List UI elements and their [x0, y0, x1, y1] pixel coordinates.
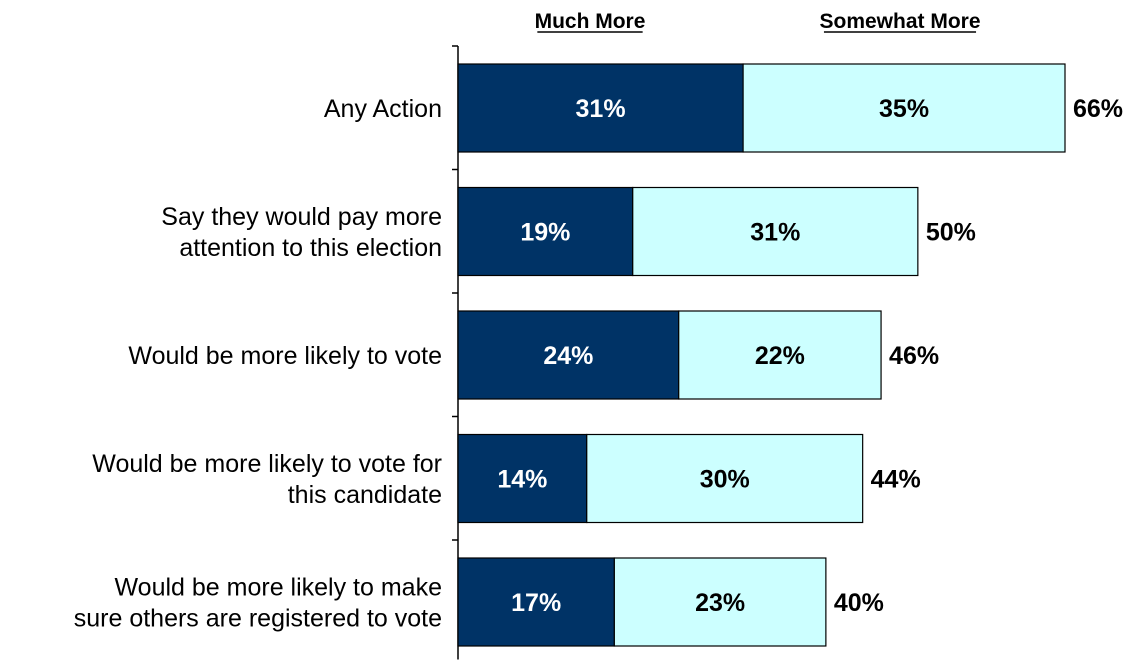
data-label: 35% — [879, 95, 929, 123]
category-label: this candidate — [288, 481, 442, 509]
category-axis — [452, 45, 459, 660]
data-label: 23% — [695, 589, 745, 617]
bars: 31% 35% 66% 19% 31% 50% 24% 22% 46% 14% 30% 44% 17% 2… — [457, 63, 1123, 647]
total-label: 40% — [834, 589, 884, 617]
data-label: 24% — [543, 342, 593, 370]
legend: Much More Somewhat More — [535, 10, 981, 33]
category-label: Would be more likely to vote for — [92, 450, 442, 478]
bar-much-more — [457, 63, 744, 153]
legend-much-more: Much More — [535, 10, 646, 33]
data-label: 19% — [520, 219, 570, 247]
bar-much-more — [457, 186, 634, 277]
category-label: sure others are registered to vote — [74, 605, 442, 633]
data-label: 31% — [750, 219, 800, 247]
data-label: 31% — [576, 95, 626, 123]
category-label: Say they would pay more — [161, 203, 442, 231]
data-label: 30% — [700, 466, 750, 494]
category-label: attention to this election — [179, 234, 442, 262]
total-label: 46% — [889, 342, 939, 370]
category-label: Would be more likely to vote — [128, 342, 442, 370]
bar-somewhat-more — [613, 557, 827, 647]
total-label: 44% — [871, 466, 921, 494]
bar-somewhat-more — [678, 310, 882, 400]
category-labels: Any Action Say they would pay more attenti… — [74, 95, 442, 633]
bar-much-more — [457, 557, 615, 647]
total-label: 50% — [926, 219, 976, 247]
bar-much-more — [457, 433, 588, 524]
bar-somewhat-more — [586, 433, 864, 524]
bar-somewhat-more — [742, 63, 1066, 153]
category-label: Would be more likely to make — [115, 574, 442, 602]
data-label: 14% — [497, 466, 547, 494]
total-label: 66% — [1073, 95, 1123, 123]
data-label: 22% — [755, 342, 805, 370]
category-label: Any Action — [324, 95, 442, 123]
bar-somewhat-more — [632, 186, 919, 277]
data-label: 17% — [511, 589, 561, 617]
legend-somewhat-more: Somewhat More — [819, 10, 980, 33]
